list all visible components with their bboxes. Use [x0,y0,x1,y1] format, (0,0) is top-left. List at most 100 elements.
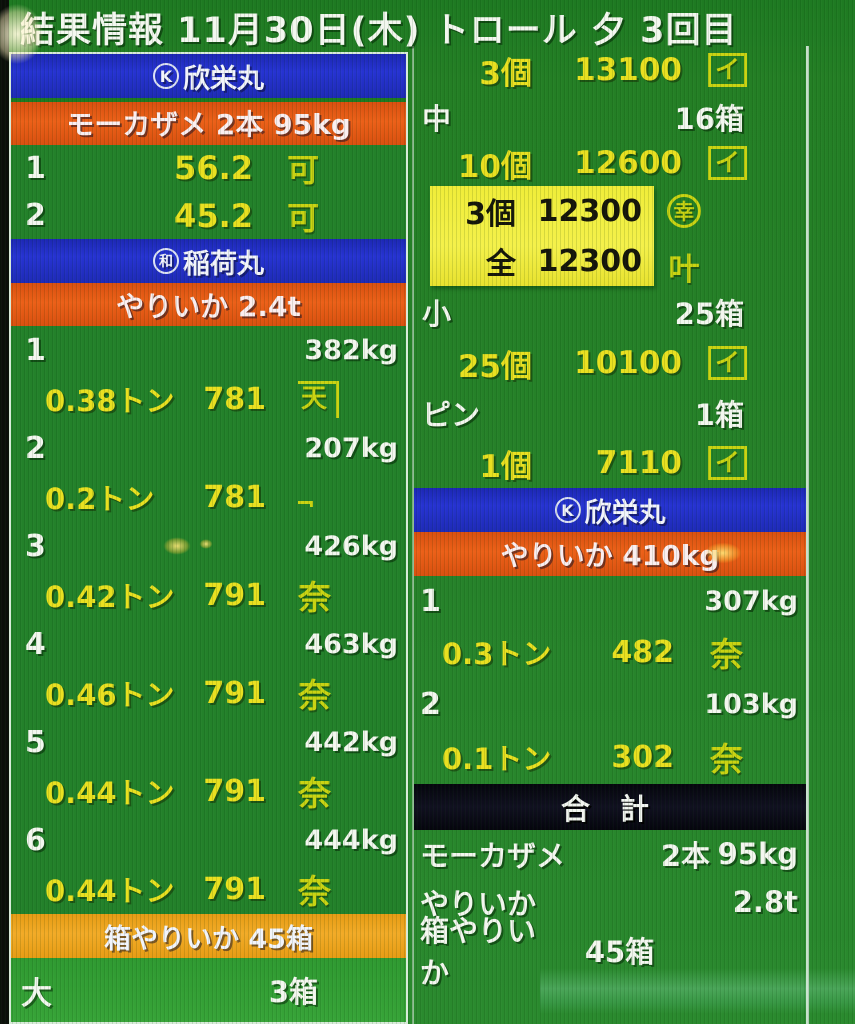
buyer-mark-box-i: イ [708,445,748,481]
size-label: ピン [422,398,481,432]
buyer-mark-ka: 可 [287,151,320,190]
lot-price: 781 [203,479,266,515]
total-weight: 2.8t [732,885,798,919]
lot-weight: 444kg [304,824,398,856]
buyer-mark-box-i: イ [708,52,748,88]
buyer-mark-na: 奈 [298,872,331,912]
row-number: 4 [25,626,46,662]
lot-weight: 207kg [304,432,398,464]
buyer-mark-na: 奈 [298,578,331,618]
row-number: 1 [25,332,46,368]
buyer-mark-na: 奈 [710,635,743,674]
lot-price: 791 [203,577,266,613]
lot-weight: 382kg [304,334,398,366]
product-band: やりいか 2.4t [11,283,406,327]
buyer-mark-ka: 可 [287,198,320,237]
left-results-panel: K 欣栄丸 モーカザメ 2本 95kg 1 56.2 可 2 45.2 可 和 … [9,52,408,1024]
row-number: 5 [25,724,46,760]
row-number: 2 [25,198,46,234]
row-number: 6 [25,822,46,858]
lot-row: 4 463kg 0.46トン 791 奈 [11,620,406,718]
vessel-header-inarimaru: 和 稲荷丸 [11,239,406,284]
total-row: モーカザメ 2本 95kg [414,830,806,878]
buyer-mark-kanau: 叶 [668,252,700,288]
bid-price: 12300 [537,243,642,279]
lot-price: 781 [203,381,266,417]
total-species: モーカザメ [420,839,566,873]
bid-qty: 25個 [457,348,532,385]
highlight-row: 3個 12300 [430,186,654,236]
vessel-circle-mark: K [153,63,179,89]
row-number: 1 [25,150,46,186]
size-row-large: 大 3箱 [11,958,406,1022]
lot-weight: 463kg [304,628,398,660]
highlight-row: 全 12300 [430,236,654,286]
total-header: 合 計 [414,784,806,830]
bid-qty: 10個 [457,148,532,185]
total-count: 45箱 [584,935,655,969]
total-row: やりいか 2.8t [414,878,806,926]
buyer-mark-na: 奈 [298,676,331,716]
lot-tons: 0.3トン [442,637,552,671]
product-label: やりいか 410kg [500,539,720,572]
lot-tons: 0.2トン [45,482,155,517]
total-row: 箱やりいか 45箱 [414,914,806,990]
bid-row: 10個 12600 イ [414,140,806,186]
bid-row: 3個 13100 イ [414,46,806,94]
product-label: やりいか 2.4t [116,289,301,323]
lot-weight: 103kg [704,688,798,720]
lot-weight: 307kg [704,585,798,617]
lot-tons: 0.1トン [442,742,552,776]
row-number: 2 [25,430,46,466]
page-title: 結果情報 11月30日(木) トロール 夕 3回目 [20,11,738,51]
box-count: 16箱 [674,102,744,136]
lot-tons: 0.38トン [45,384,175,419]
size-label: 小 [422,297,452,331]
vessel-name: 稲荷丸 [183,248,264,280]
bid-price: 10100 [574,345,682,381]
lot-price: 791 [203,871,266,907]
right-results-column: 3個 13100 イ 中 16箱 10個 12600 イ 3個 12300 全 … [412,46,809,1024]
bid-row: 25個 10100 イ [414,338,806,388]
size-row-pin: ピン 1箱 [414,388,806,438]
lot-row: 5 442kg 0.44トン 791 奈 [11,718,406,816]
buyer-mark-kane-ten [266,480,386,515]
buyer-mark-circle-sachi: 幸 [658,194,710,228]
lot-row: 1 307kg 0.3トン 482 奈 [414,576,806,678]
lot-tons: 0.42トン [45,580,175,615]
bid-qty: 全 [486,247,516,282]
bid-qty: 3個 [465,197,516,232]
boxed-squid-label: 箱やりいか 45箱 [104,923,313,955]
buyer-mark-na: 奈 [710,740,743,779]
lot-weight: 426kg [304,530,398,562]
vessel-name: 欣栄丸 [584,497,666,529]
vessel-header-kineimaru: K 欣栄丸 [11,54,406,98]
bid-row: 1 56.2 可 [11,145,406,192]
bid-price: 13100 [574,52,682,88]
bid-qty: 3個 [479,55,532,92]
buyer-mark-kane-ten: 天 [266,380,386,419]
lot-row: 2 207kg 0.2トン 781 [11,424,406,522]
row-number: 1 [420,583,441,619]
lot-weight: 442kg [304,726,398,758]
product-label: モーカザメ 2本 95kg [66,108,351,142]
box-count: 1箱 [694,398,744,432]
bid-price: 12300 [537,193,642,229]
total-count: 2本 [660,839,710,873]
vessel-circle-mark: 和 [153,248,179,275]
divider [11,98,406,102]
size-row-medium: 中 16箱 [414,94,806,140]
winning-bid-highlight: 3個 12300 全 12300 幸 叶 [414,186,806,288]
total-species: 箱やりいか [420,914,537,990]
size-row-small: 小 25箱 [414,286,806,338]
size-label: 中 [422,102,452,136]
row-number: 3 [25,528,46,564]
lot-price: 791 [203,773,266,809]
box-count: 3箱 [268,975,318,1010]
lot-row: 2 103kg 0.1トン 302 奈 [414,678,806,784]
vessel-name: 欣栄丸 [183,63,264,95]
buyer-mark-na: 奈 [298,774,331,814]
screen-edge-shadow [0,0,9,1024]
bid-row: 2 45.2 可 [11,192,406,239]
